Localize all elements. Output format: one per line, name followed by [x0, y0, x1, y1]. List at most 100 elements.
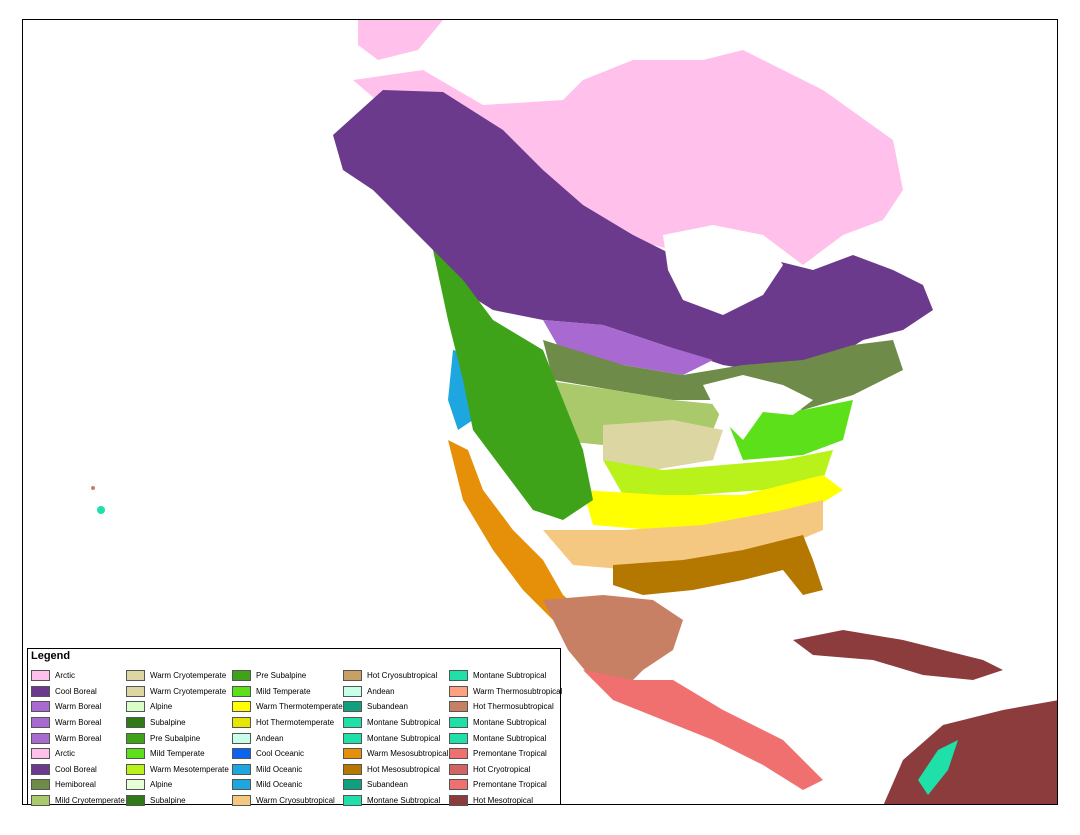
- legend-label: Hot Cryotropical: [473, 764, 531, 774]
- legend-label: Subalpine: [150, 796, 186, 806]
- warm-mesotemperate-zone: [603, 450, 833, 495]
- warm-cryotemperate-zone: [603, 420, 723, 470]
- legend-entry: Andean: [232, 730, 343, 746]
- legend-entry: Hot Mesotropical: [449, 793, 562, 809]
- legend-label: Hot Thermosubtropical: [473, 702, 554, 712]
- legend-label: Montane Subtropical: [473, 733, 547, 743]
- legend-swatch: [343, 717, 362, 729]
- legend-label: Hemiboreal: [55, 780, 96, 790]
- legend-label: Hot Thermotemperate: [256, 718, 335, 728]
- legend-entry: Pre Subalpine: [126, 730, 229, 746]
- legend-label: Warm Cryotemperate: [150, 686, 227, 696]
- legend-label: Mild Temperate: [256, 686, 311, 696]
- legend-entry: Montane Subtropical: [449, 715, 562, 731]
- greenland-arctic: [358, 20, 443, 60]
- legend-entry: Warm Mesotemperate: [126, 762, 229, 778]
- legend-label: Mild Temperate: [150, 749, 205, 759]
- hot-thermosubtropical-zone: [543, 595, 683, 690]
- legend-label: Premontane Tropical: [473, 749, 547, 759]
- legend-entry: Mild Oceanic: [232, 762, 343, 778]
- legend-entry: Cool Boreal: [31, 684, 125, 700]
- legend-swatch: [232, 779, 251, 791]
- legend-swatch: [31, 795, 50, 807]
- legend-swatch: [31, 779, 50, 791]
- legend-swatch: [31, 701, 50, 713]
- legend-swatch: [232, 670, 251, 682]
- legend-label: Montane Subtropical: [367, 733, 441, 743]
- legend-column: Arctic Cool Boreal Warm Boreal Warm Boreal W…: [31, 668, 125, 808]
- legend-entry: Warm Cryotemperate: [126, 668, 229, 684]
- legend-entry: Montane Subtropical: [449, 730, 562, 746]
- legend-swatch: [126, 732, 145, 744]
- legend-column: Hot Cryosubtropical Andean Subandean Montan…: [343, 668, 449, 808]
- legend-swatch: [126, 795, 145, 807]
- legend-entry: Warm Cryosubtropical: [232, 793, 343, 809]
- legend-entry: Warm Cryotemperate: [126, 684, 229, 700]
- legend-label: Subandean: [367, 780, 408, 790]
- legend-swatch: [449, 779, 468, 791]
- legend-swatch: [126, 685, 145, 697]
- arctic-zone: [353, 50, 903, 265]
- legend-label: Cool Oceanic: [256, 749, 305, 759]
- legend-entry: Alpine: [126, 777, 229, 793]
- legend-swatch: [126, 717, 145, 729]
- legend-swatch: [343, 763, 362, 775]
- legend-entry: Premontane Tropical: [449, 777, 562, 793]
- legend-swatch: [31, 685, 50, 697]
- hawaii-island-small: [91, 486, 95, 490]
- legend-label: Montane Subtropical: [367, 718, 441, 728]
- legend-entry: Mild Oceanic: [232, 777, 343, 793]
- legend-label: Pre Subalpine: [150, 733, 201, 743]
- legend-label: Subandean: [367, 702, 408, 712]
- legend-swatch: [343, 779, 362, 791]
- warm-mesosubtropical-zone: [448, 440, 593, 650]
- legend-swatch: [343, 685, 362, 697]
- legend-label: Montane Subtropical: [473, 671, 547, 681]
- legend-entry: Cool Boreal: [31, 762, 125, 778]
- legend-swatch: [449, 748, 468, 760]
- legend-label: Warm Cryosubtropical: [256, 796, 335, 806]
- legend-entry: Cool Oceanic: [232, 746, 343, 762]
- hemiboreal-zone: [543, 340, 903, 410]
- legend-label: Andean: [256, 733, 284, 743]
- legend-entry: Montane Subtropical: [343, 730, 449, 746]
- legend-entry: Warm Thermotemperate: [232, 699, 343, 715]
- legend-swatch: [31, 748, 50, 760]
- legend-swatch: [449, 717, 468, 729]
- legend-column: Montane Subtropical Warm Thermosubtropica…: [449, 668, 562, 808]
- legend-entry: Warm Boreal: [31, 699, 125, 715]
- cool-boreal-zone: [333, 90, 933, 375]
- legend-entry: Hot Thermotemperate: [232, 715, 343, 731]
- legend-swatch: [343, 670, 362, 682]
- legend-label: Warm Boreal: [55, 702, 102, 712]
- legend-entry: Hot Cryotropical: [449, 762, 562, 778]
- legend-swatch: [449, 795, 468, 807]
- legend-entry: Premontane Tropical: [449, 746, 562, 762]
- legend-entry: Hemiboreal: [31, 777, 125, 793]
- legend-label: Warm Mesosubtropical: [367, 749, 449, 759]
- legend-label: Hot Cryosubtropical: [367, 671, 438, 681]
- legend-swatch: [449, 763, 468, 775]
- legend-title: Legend: [31, 650, 71, 662]
- legend-swatch: [232, 717, 251, 729]
- legend-swatch: [232, 732, 251, 744]
- south-america-hot-mesotropical: [883, 700, 1057, 804]
- legend-swatch: [449, 732, 468, 744]
- legend-label: Subalpine: [150, 718, 186, 728]
- legend-label: Warm Thermosubtropical: [473, 686, 563, 696]
- hot-mesosubtropical-zone: [613, 535, 823, 595]
- legend-label: Hot Mesotropical: [473, 796, 534, 806]
- legend-label: Alpine: [150, 702, 173, 712]
- legend-swatch: [126, 763, 145, 775]
- legend-swatch: [449, 685, 468, 697]
- legend-label: Warm Boreal: [55, 718, 102, 728]
- legend-label: Warm Boreal: [55, 733, 102, 743]
- caribbean-hot-mesotropical: [793, 630, 1003, 680]
- map-legend: Legend Arctic Cool Boreal Warm Boreal Warm …: [27, 648, 562, 808]
- legend-entry: Subalpine: [126, 793, 229, 809]
- legend-entry: Montane Subtropical: [449, 668, 562, 684]
- legend-label: Cool Boreal: [55, 686, 97, 696]
- legend-entry: Hot Thermosubtropical: [449, 699, 562, 715]
- legend-label: Andean: [367, 686, 395, 696]
- legend-entry: Subalpine: [126, 715, 229, 731]
